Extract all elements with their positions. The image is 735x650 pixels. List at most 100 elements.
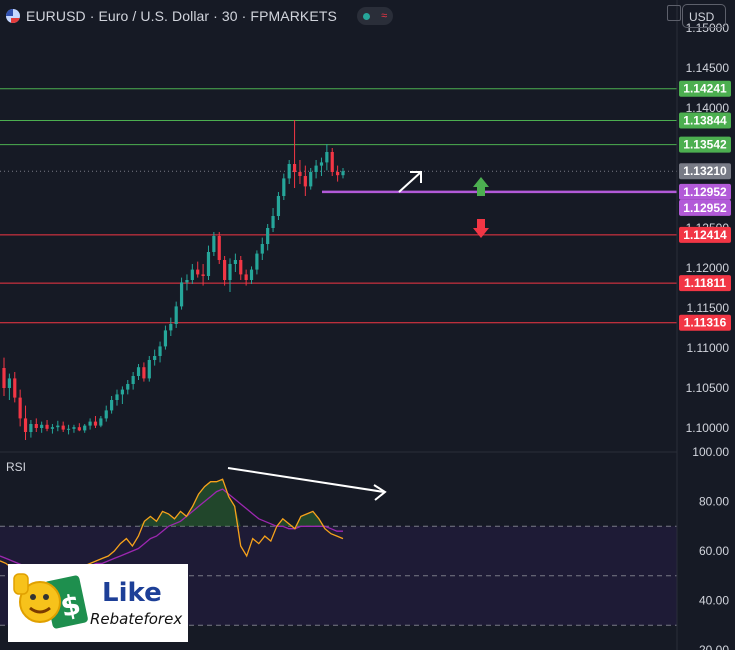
candle-body: [309, 172, 313, 187]
price-tick-label: 1.14000: [686, 101, 730, 115]
price-tick-label: 1.11500: [687, 301, 730, 315]
candle-body: [153, 356, 157, 360]
candle-body: [147, 360, 151, 379]
candles: [2, 120, 345, 440]
candle-body: [314, 165, 318, 172]
price-tick-label: 1.11000: [687, 341, 730, 355]
price-axis: 1.150001.145001.140001.125001.120001.115…: [676, 0, 731, 650]
currency-selector[interactable]: USD: [682, 4, 726, 28]
level-label: 1.14241: [683, 82, 727, 96]
rsi-tick-label: 80.00: [699, 495, 729, 509]
market-status-pill[interactable]: ≈: [356, 7, 393, 25]
up-arrow-head: [410, 171, 422, 183]
level-label: 1.13844: [683, 113, 727, 127]
candle-body: [336, 172, 340, 176]
candle-body: [223, 260, 227, 280]
candle-body: [7, 378, 11, 388]
rsi-tick-label: 60.00: [699, 544, 729, 558]
candle-body: [99, 418, 103, 426]
level-label-bg: [679, 314, 731, 331]
candle-body: [72, 427, 76, 429]
logo-like-text: Like: [102, 578, 162, 608]
chart-header: EURUSD · Euro / U.S. Dollar · 30 · FPMAR…: [0, 0, 393, 32]
candle-body: [325, 152, 329, 163]
candle-body: [260, 244, 264, 254]
candle-body: [228, 264, 232, 280]
candle-body: [40, 424, 44, 428]
rsi-tick-label: 40.00: [699, 594, 729, 608]
candle-body: [206, 252, 211, 276]
eur-usd-flag-icon: [6, 9, 20, 23]
candle-body: [298, 172, 302, 176]
level-label-bg: [679, 226, 731, 243]
candle-body: [249, 269, 254, 280]
candle-body: [233, 260, 237, 264]
candle-body: [83, 425, 87, 431]
red-down-arrow-icon: [473, 219, 489, 238]
level-label: 1.11811: [684, 276, 726, 290]
purple-label-bg: [679, 199, 731, 216]
candle-body: [244, 274, 248, 280]
candle-body: [29, 424, 33, 432]
price-scale-square-icon[interactable]: [667, 5, 681, 21]
candle-body: [266, 228, 270, 244]
candle-body: [271, 216, 275, 228]
candle-body: [341, 171, 345, 176]
candle-body: [201, 274, 205, 276]
candle-body: [2, 368, 6, 388]
level-label: 1.12952: [683, 185, 727, 199]
logo-brand-text: Rebateforex: [90, 610, 183, 628]
green-up-arrow-icon: [473, 177, 489, 196]
candle-body: [126, 384, 130, 390]
rsi-label: RSI: [6, 460, 26, 474]
last-price-label-bg: [679, 163, 731, 180]
level-label: 1.12414: [683, 228, 727, 242]
candle-body: [196, 269, 200, 275]
divergence-arrow: [227, 467, 385, 493]
candle-body: [303, 176, 307, 187]
rsi-tick-label: 20.00: [699, 643, 729, 650]
level-label-bg: [679, 112, 731, 129]
annotations: [227, 171, 489, 501]
thumbs-up-emoji-icon: $: [13, 573, 88, 629]
candle-body: [50, 427, 55, 429]
candle-body: [255, 253, 259, 270]
candle-body: [110, 400, 114, 411]
candle-body: [292, 164, 297, 172]
candle-body: [23, 418, 28, 432]
candle-body: [217, 236, 221, 260]
candle-body: [77, 427, 81, 431]
candle-body: [131, 376, 135, 384]
price-tick-label: 1.10500: [686, 381, 730, 395]
candle-body: [115, 394, 119, 400]
level-label-bg: [679, 275, 731, 292]
up-arrow-annotation: [398, 171, 422, 193]
candle-body: [276, 196, 281, 216]
rebateforex-logo: $ Like Rebateforex: [8, 564, 188, 642]
symbol-title[interactable]: EURUSD · Euro / U.S. Dollar · 30 · FPMAR…: [26, 8, 337, 24]
candle-body: [287, 164, 291, 179]
price-tick-label: 1.14500: [686, 61, 730, 75]
candle-body: [93, 421, 98, 426]
rsi-overbought-fill: [0, 479, 343, 527]
level-label-bg: [679, 136, 731, 153]
candle-body: [239, 260, 243, 275]
candle-body: [179, 282, 184, 307]
candle-body: [88, 421, 92, 426]
horizontal-levels: [0, 88, 677, 324]
candle-body: [185, 280, 189, 283]
last-price-label: 1.13210: [683, 164, 727, 178]
candle-body: [330, 152, 334, 172]
purple-label: 1.12952: [683, 201, 727, 215]
price-tick-label: 1.10000: [686, 421, 730, 435]
market-open-dot-icon: [362, 12, 370, 20]
candle-body: [66, 428, 71, 430]
level-label: 1.13542: [683, 138, 727, 152]
price-tick-label: 1.12000: [686, 261, 730, 275]
price-tick-label: 1.15000: [686, 21, 730, 35]
candle-body: [169, 324, 173, 331]
candle-body: [13, 378, 17, 398]
level-label: 1.11316: [684, 316, 727, 330]
candle-body: [56, 425, 60, 428]
